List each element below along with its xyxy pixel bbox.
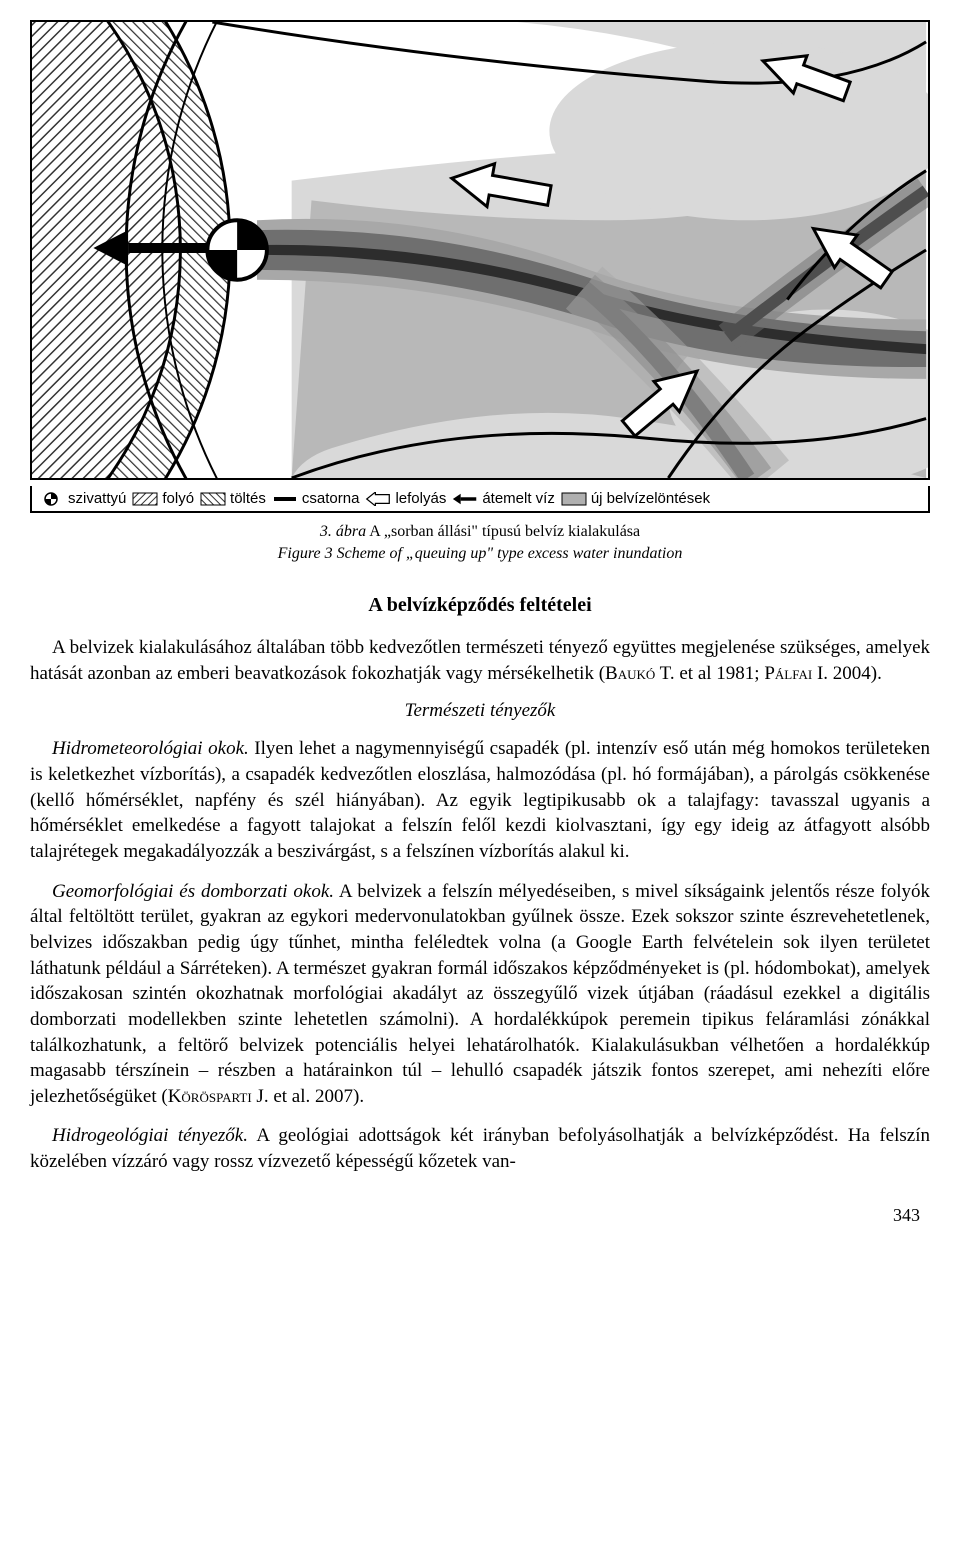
legend-folyo: folyó (132, 490, 194, 507)
legend-lefolyas: lefolyás (365, 490, 446, 507)
caption-en-prefix: Figure 3 (278, 545, 333, 562)
geomorf-rest-b: J. et al. 2007). (252, 1086, 364, 1107)
legend-label: töltés (230, 490, 266, 507)
geomorf-paragraph: Geomorfológiai és domborzati okok. A bel… (30, 879, 930, 1110)
caption-en-rest: Scheme of „queuing up" type excess water… (333, 545, 683, 562)
hidrogeo-paragraph: Hidrogeológiai tényezők. A geológiai ado… (30, 1123, 930, 1174)
legend-label: lefolyás (395, 490, 446, 507)
scheme-svg (32, 22, 928, 478)
legend-label: csatorna (302, 490, 360, 507)
subheading-termeszeti: Természeti tényezők (30, 700, 930, 722)
para1-sc2: Pálfai (764, 663, 812, 684)
para1-end: I. 2004). (812, 663, 882, 684)
figure-caption: 3. ábra A „sorban állási" típusú belvíz … (30, 521, 930, 564)
legend-szivattyu: szivattyú (38, 490, 126, 507)
hidromet-runin: Hidrometeorológiai okok. (52, 738, 249, 759)
page-number: 343 (30, 1205, 920, 1226)
legend-label: új belvízelöntések (591, 490, 710, 507)
section-title: A belvízképződés feltételei (30, 594, 930, 617)
legend-label: szivattyú (68, 490, 126, 507)
figure-diagram (30, 20, 930, 480)
caption-hu-prefix: 3. ábra (320, 523, 366, 540)
caption-hu-rest: A „sorban állási" típusú belvíz kialakul… (366, 523, 640, 540)
legend-atemelt: átemelt víz (452, 490, 555, 507)
hidromet-paragraph: Hidrometeorológiai okok. Ilyen lehet a n… (30, 736, 930, 864)
para1-sc1: Baukó (605, 663, 655, 684)
legend-ujbelviz: új belvízelöntések (561, 490, 710, 507)
geomorf-sc: Körösparti (168, 1086, 252, 1107)
intro-paragraph: A belvizek kialakulásához általában több… (30, 635, 930, 686)
para1-mid: T. et al 1981; (655, 663, 764, 684)
hidrogeo-runin: Hidrogeológiai tényezők. (52, 1125, 248, 1146)
legend-csatorna: csatorna (272, 490, 360, 507)
legend-toltes: töltés (200, 490, 266, 507)
legend-label: folyó (162, 490, 194, 507)
geomorf-rest-a: A belvizek a felszín mélyedéseiben, s mi… (30, 881, 930, 1107)
legend-label: átemelt víz (482, 490, 555, 507)
geomorf-runin: Geomorfológiai és domborzati okok. (52, 881, 334, 902)
figure-legend: szivattyú folyó töltés csatorna lefolyás… (30, 486, 930, 513)
